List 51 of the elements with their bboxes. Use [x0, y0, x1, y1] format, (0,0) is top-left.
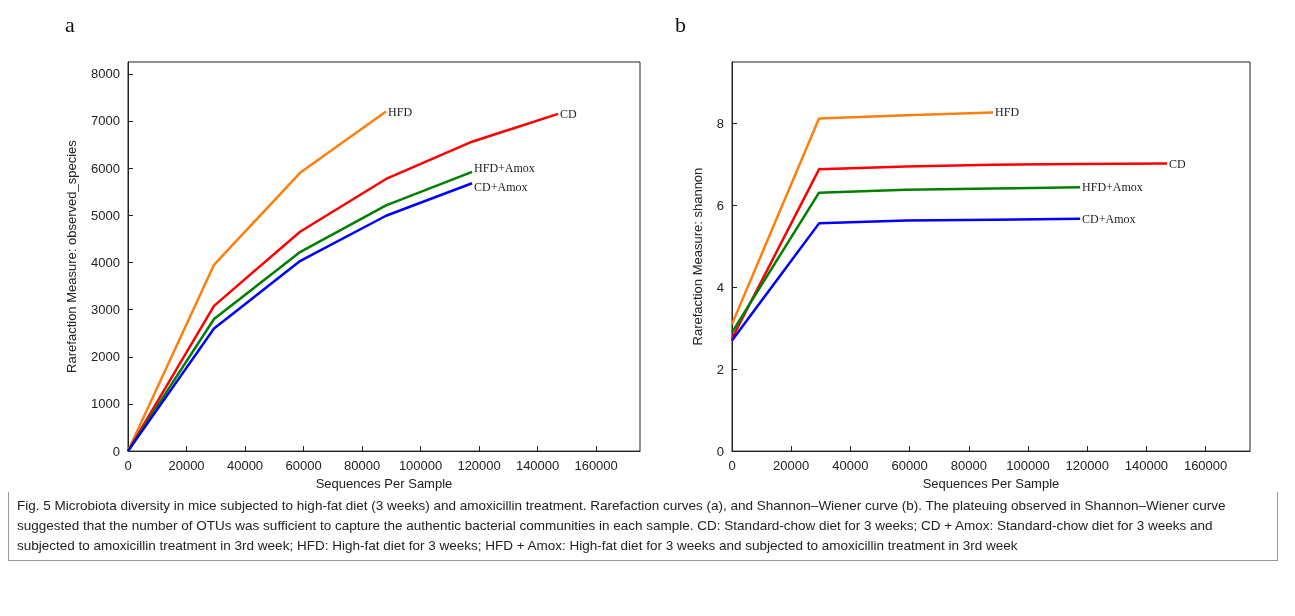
- y-tick-label: 5000: [91, 207, 120, 223]
- y-tick-label: 0: [716, 443, 724, 459]
- x-tick-label: 40000: [832, 458, 869, 474]
- x-tick-label: 100000: [398, 458, 443, 474]
- x-tick-label: 80000: [343, 458, 381, 474]
- y-tick-label: 6: [716, 197, 724, 213]
- series-label: HFD: [388, 104, 413, 119]
- chart-title: a: [65, 11, 75, 37]
- caption: Fig. 5 Microbiota diversity in mice subjected to high-fat diet (3 weeks) and amoxicillin treatment. Rarefaction curves (a), and Shannon–Wiener curve (b). The plateuing observed in Shannon–Wiener curve suggested that the number of OTUs was sufficient to capture the authentic bacterial communities in each sample. CD: Standard-chow diet for 3 weeks; CD + Amox: Standard-chow diet for 3 weeks and subjected to amoxicillin treatment in 3rd week; HFD: High-fat diet for 3 weeks; HFD + Amox: High-fat diet for 3 weeks and subjected to amoxicillin treatment in 3rd week: [8, 492, 1278, 561]
- series-label: CD: [560, 106, 578, 121]
- x-tick-label: 60000: [891, 458, 928, 474]
- x-tick-label: 20000: [168, 458, 205, 474]
- x-axis-title: Sequences Per Sample: [315, 476, 453, 491]
- y-axis-title: Rarefaction Measure: shannon: [690, 167, 705, 346]
- chart-title: b: [675, 11, 686, 37]
- x-tick-label: 100000: [1006, 458, 1050, 474]
- y-tick-label: 8000: [91, 66, 120, 82]
- y-tick-label: 3000: [91, 302, 120, 318]
- y-axis-title: Rarefaction Measure: observed_species: [64, 139, 79, 373]
- x-tick-label: 40000: [226, 458, 264, 474]
- x-tick-label: 160000: [574, 458, 618, 474]
- x-tick-label: 20000: [773, 458, 810, 474]
- x-tick-label: 140000: [1124, 458, 1169, 474]
- series-label: CD+Amox: [1082, 211, 1136, 226]
- series-label: CD+Amox: [474, 180, 528, 195]
- line-series: [730, 186, 1082, 334]
- y-tick-label: 2: [716, 361, 724, 377]
- x-axis-title: Sequences Per Sample: [922, 476, 1060, 491]
- x-tick-label: 60000: [285, 458, 322, 474]
- y-tick-label: 2000: [91, 349, 120, 365]
- y-tick-label: 0: [112, 443, 120, 459]
- series-label: HFD: [995, 105, 1020, 120]
- line-series: [730, 217, 1082, 342]
- y-tick-label: 7000: [91, 113, 120, 129]
- x-tick-label: 80000: [950, 458, 987, 474]
- x-tick-label: 140000: [515, 458, 560, 474]
- y-tick-label: 4: [716, 279, 724, 295]
- line-series: [730, 111, 995, 326]
- series-label: CD: [1169, 156, 1187, 171]
- line-series: [730, 162, 1169, 340]
- x-tick-label: 120000: [1065, 458, 1109, 474]
- y-tick-label: 1000: [91, 396, 120, 412]
- y-tick-label: 6000: [91, 160, 120, 176]
- series-label: HFD+Amox: [1082, 180, 1143, 195]
- x-tick-label: 0: [728, 458, 736, 474]
- y-tick-label: 8: [716, 115, 724, 131]
- x-tick-label: 0: [124, 458, 132, 474]
- x-tick-label: 120000: [457, 458, 501, 474]
- x-tick-label: 160000: [1183, 458, 1228, 474]
- series-label: HFD+Amox: [474, 160, 535, 175]
- y-tick-label: 4000: [91, 254, 120, 270]
